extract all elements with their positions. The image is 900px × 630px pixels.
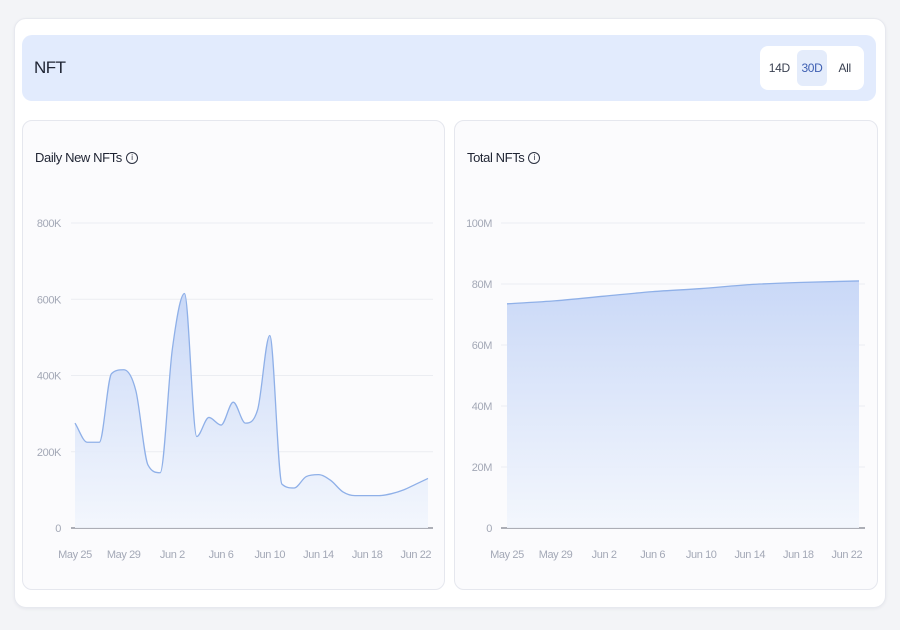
y-tick-label: 60M: [472, 340, 492, 352]
x-tick-label: Jun 10: [254, 549, 285, 561]
x-tick-label: Jun 6: [209, 549, 234, 561]
x-tick-label: Jun 10: [686, 549, 717, 561]
panel-header: NFT 14D 30D All: [22, 35, 876, 101]
x-tick-label: Jun 2: [592, 549, 617, 561]
y-tick-label: 100M: [466, 218, 492, 230]
x-tick-label: Jun 6: [640, 549, 665, 561]
chart-title: Daily New NFTs i: [35, 150, 138, 165]
y-tick-label: 40M: [472, 401, 492, 413]
y-tick-label: 80M: [472, 279, 492, 291]
chart-title: Total NFTs i: [467, 150, 541, 165]
chart-title-text: Daily New NFTs: [35, 150, 122, 165]
x-tick-label: Jun 22: [401, 549, 432, 561]
daily-new-nfts-chart: 0 200K 400K 600K 800K May 25 May 29 Jun 2 Jun 6 J…: [37, 218, 433, 561]
x-tick-label: Jun 18: [783, 549, 814, 561]
x-tick-label: May 29: [107, 549, 141, 561]
x-tick-label: Jun 14: [303, 549, 334, 561]
y-tick-label: 800K: [37, 218, 62, 230]
series-area: [75, 293, 428, 528]
x-tick-label: May 29: [539, 549, 573, 561]
range-all-button[interactable]: All: [829, 50, 860, 86]
info-icon[interactable]: i: [125, 151, 138, 164]
range-30d-button[interactable]: 30D: [796, 50, 828, 86]
x-tick-label: Jun 2: [160, 549, 185, 561]
x-tick-label: Jun 14: [734, 549, 765, 561]
total-nfts-card: Total NFTs i 0 20M 40M 60M 80M 100M May 25 May …: [454, 120, 878, 590]
x-tick-label: Jun 18: [352, 549, 383, 561]
y-tick-label: 0: [55, 523, 61, 535]
chart-title-text: Total NFTs: [467, 150, 525, 165]
x-tick-label: Jun 22: [832, 549, 863, 561]
series-area: [507, 280, 859, 528]
y-tick-label: 600K: [37, 294, 62, 306]
range-14d-button[interactable]: 14D: [764, 50, 795, 86]
info-icon[interactable]: i: [528, 151, 541, 164]
series-line[interactable]: [506, 280, 860, 305]
range-selector: 14D 30D All: [760, 46, 864, 90]
page-title: NFT: [34, 58, 66, 77]
total-nfts-chart: 0 20M 40M 60M 80M 100M May 25 May 29 Jun 2 Jun 6 J…: [466, 218, 865, 561]
x-tick-label: May 25: [58, 549, 92, 561]
y-tick-label: 0: [486, 523, 492, 535]
y-tick-label: 200K: [37, 447, 62, 459]
y-tick-label: 20M: [472, 462, 492, 474]
daily-new-nfts-card: Daily New NFTs i 0 200K 400K 600K 800K May 25…: [22, 120, 445, 590]
x-tick-label: May 25: [490, 549, 524, 561]
y-tick-label: 400K: [37, 371, 62, 383]
series-line[interactable]: [74, 292, 429, 497]
